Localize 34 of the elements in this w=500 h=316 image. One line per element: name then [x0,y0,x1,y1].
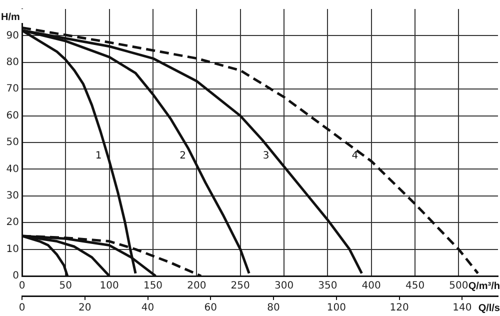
y-axis-title: H/m [1,12,20,23]
y-tick-label: 20 [6,217,19,228]
x-tick-label: 500 [449,280,468,292]
x-axis-title: Q/m³/h [468,280,500,292]
y-tick-label: 90 [6,30,19,42]
y-tick-label: 30 [6,190,19,202]
x2-tick-label: 60 [204,302,218,314]
x2-tick-label: 20 [78,302,92,314]
x-tick-label: 200 [187,280,206,292]
series-label: 3 [262,150,270,162]
y-tick-label: 0 [12,270,19,282]
x-tick-label: 250 [230,280,250,292]
x2-tick-label: 100 [326,302,346,314]
x2-axis-title: Q/l/s [478,302,500,314]
x2-tick-label: 120 [390,302,409,314]
x-tick-label: 400 [362,280,381,292]
x-tick-label: 450 [405,280,425,292]
x-tick-label: 300 [274,280,294,292]
y-tick-label: 70 [6,84,19,95]
y-tick-label: 80 [6,56,19,68]
x-tick-label: 350 [318,280,338,292]
series-label: 2 [180,150,186,162]
y-tick-label: 10 [6,244,19,255]
series-label: 1 [95,150,102,162]
x-tick-label: 50 [59,280,72,292]
x2-tick-label: 40 [141,302,154,314]
series-label: 4 [352,150,358,162]
x2-tick-label: 140 [452,302,472,314]
y-tick-label: 50 [6,137,19,148]
x-tick-label: 150 [143,280,163,292]
y-tick-label: 40 [6,164,19,175]
x2-tick-label: 80 [267,302,280,314]
x-tick-label: 100 [100,280,119,292]
y-tick-label: 60 [6,110,19,122]
